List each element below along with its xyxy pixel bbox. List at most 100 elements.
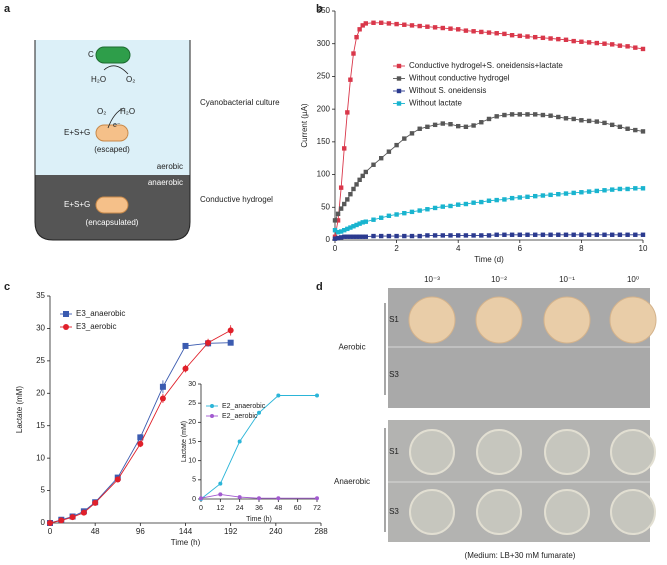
marker	[425, 124, 430, 130]
marker	[602, 120, 607, 126]
y-tick-label: 250	[317, 72, 331, 81]
marker	[338, 235, 344, 240]
marker	[396, 88, 402, 94]
marker	[502, 232, 507, 237]
marker	[332, 227, 338, 233]
marker	[210, 414, 214, 418]
marker	[471, 233, 476, 238]
marker	[479, 233, 484, 238]
marker	[394, 233, 399, 239]
series-line	[49, 329, 231, 524]
marker	[579, 118, 584, 123]
marker	[440, 121, 445, 126]
marker	[586, 232, 592, 237]
x-tick-label: 6	[518, 244, 523, 253]
label: aerobic	[157, 162, 183, 171]
marker	[338, 229, 344, 234]
x-tick-label: 36	[255, 505, 263, 512]
marker	[354, 234, 359, 239]
y-tick-label: 25	[188, 400, 196, 407]
label: H₂O	[120, 107, 135, 116]
marker	[586, 118, 592, 124]
marker	[69, 514, 76, 521]
marker	[456, 123, 461, 129]
marker	[363, 169, 368, 175]
marker	[348, 77, 353, 82]
series-line	[49, 342, 231, 524]
marker	[379, 156, 384, 161]
marker	[371, 162, 376, 167]
marker	[617, 43, 623, 48]
marker	[417, 23, 422, 29]
marker	[276, 496, 281, 501]
y-tick-label: 5	[192, 477, 196, 484]
marker	[640, 129, 646, 134]
legend-label: Without conductive hydrogel	[409, 74, 510, 83]
y-axis-label: Lactate (mM)	[181, 421, 188, 462]
marker	[625, 186, 630, 192]
marker	[486, 116, 492, 122]
marker	[58, 517, 65, 524]
marker	[394, 142, 399, 148]
marker	[357, 27, 362, 32]
marker	[548, 192, 553, 198]
marker	[360, 23, 365, 28]
marker	[345, 110, 350, 115]
x-tick-label: 0	[48, 527, 53, 536]
marker	[440, 233, 445, 238]
x-tick-label: 4	[456, 244, 461, 253]
marker	[276, 393, 281, 398]
x-tick-label: 48	[274, 505, 282, 512]
marker	[205, 339, 212, 346]
marker	[137, 434, 144, 441]
vessel	[34, 40, 191, 241]
y-tick-label: 5	[41, 486, 46, 495]
marker	[237, 439, 242, 444]
marker	[556, 114, 561, 120]
marker	[633, 127, 638, 133]
marker	[571, 190, 576, 196]
marker	[440, 25, 445, 31]
marker	[360, 220, 365, 225]
marker	[617, 232, 623, 237]
marker	[494, 114, 499, 119]
marker	[463, 201, 469, 207]
marker	[533, 193, 538, 199]
y-tick-label: 15	[36, 421, 45, 430]
marker	[640, 232, 646, 237]
marker	[502, 31, 507, 37]
colony	[475, 296, 523, 344]
marker	[342, 234, 347, 239]
marker	[540, 35, 546, 41]
marker	[396, 101, 402, 106]
marker	[525, 232, 530, 237]
colony	[476, 489, 522, 535]
x-tick-label: 192	[224, 527, 238, 536]
legend-label: E2_aerobic	[222, 413, 258, 420]
marker	[371, 217, 376, 222]
marker	[338, 185, 344, 190]
marker	[509, 112, 515, 117]
marker	[625, 232, 630, 237]
colony	[476, 429, 522, 475]
marker	[633, 232, 638, 237]
marker	[218, 492, 223, 497]
marker	[463, 124, 469, 130]
marker	[409, 233, 415, 239]
marker	[533, 112, 538, 117]
marker	[610, 122, 615, 128]
marker	[257, 496, 261, 501]
marker	[402, 136, 407, 141]
marker	[257, 410, 261, 415]
marker	[640, 46, 646, 52]
marker	[159, 383, 166, 390]
marker	[594, 119, 599, 124]
marker	[402, 233, 407, 239]
panel-label: b	[316, 3, 323, 15]
y-tick-label: 20	[36, 388, 45, 397]
marker	[548, 232, 553, 237]
marker	[182, 342, 189, 349]
marker	[486, 233, 492, 238]
marker	[479, 120, 484, 125]
marker	[357, 221, 362, 226]
